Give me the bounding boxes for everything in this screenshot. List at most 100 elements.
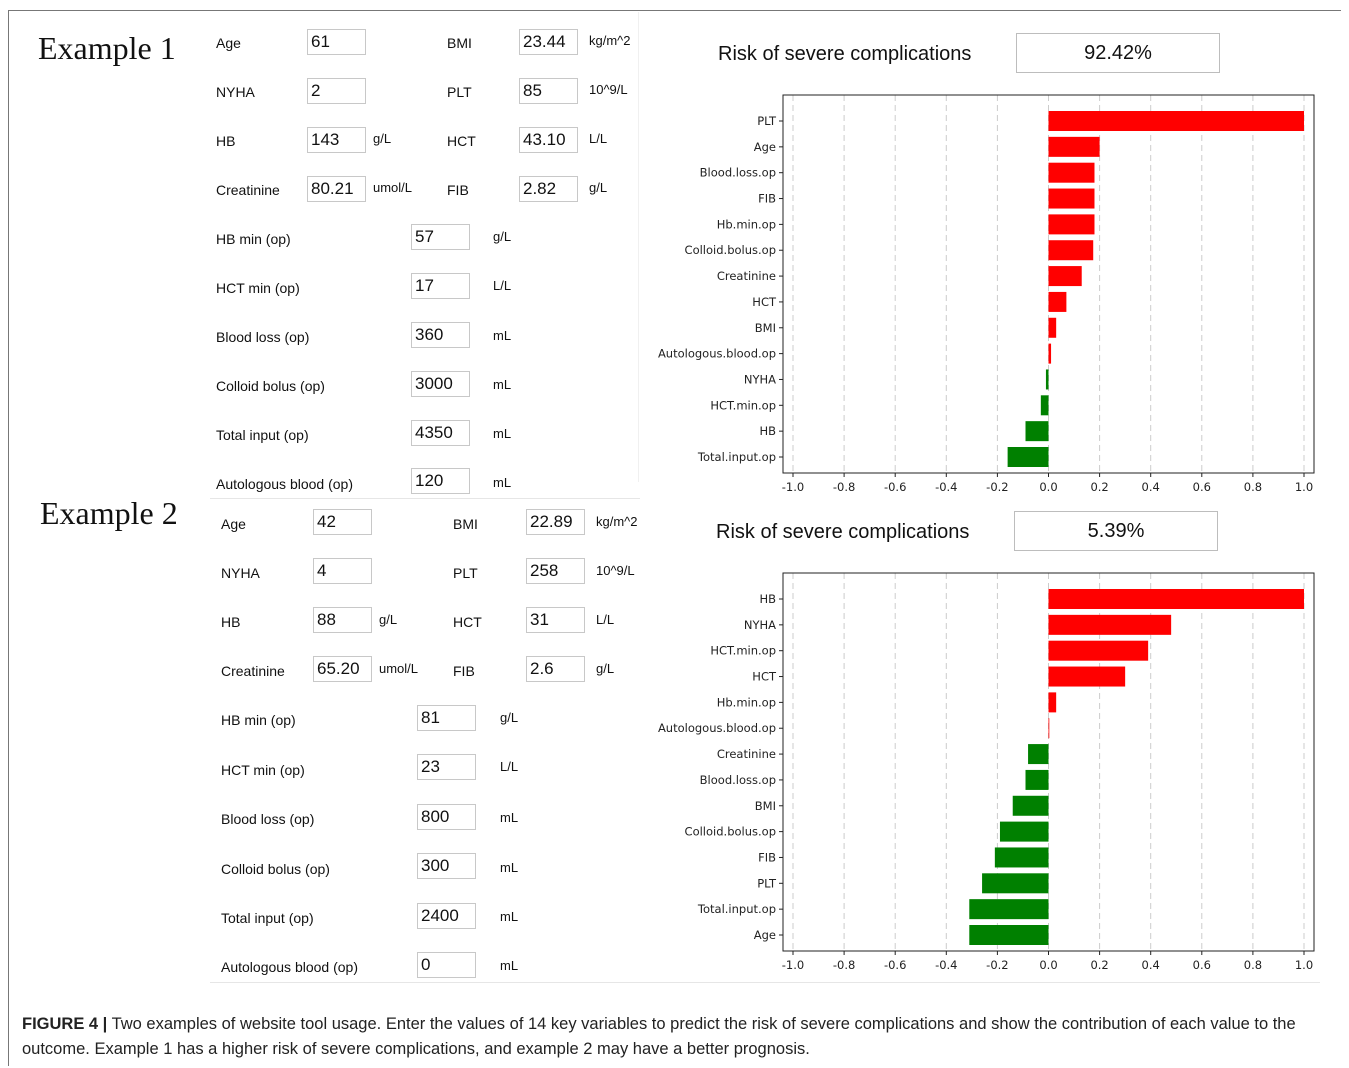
y-tick-label: HCT.min.op <box>710 644 776 658</box>
bar <box>1012 795 1049 816</box>
plt-input[interactable]: 85 <box>519 78 578 104</box>
nyha-input[interactable]: 2 <box>307 78 366 104</box>
bar <box>1048 291 1067 312</box>
figure-label: FIGURE 4 | <box>22 1015 108 1033</box>
bar <box>1048 266 1082 287</box>
y-tick-label: Blood.loss.op <box>700 773 776 787</box>
hb-min-unit: g/L <box>493 229 512 244</box>
colloid-bolus-label: Colloid bolus (op) <box>221 861 330 877</box>
blood-loss-input[interactable]: 800 <box>417 804 476 830</box>
total-input-label: Total input (op) <box>221 910 314 926</box>
age-input[interactable]: 61 <box>307 29 366 55</box>
y-tick-label: BMI <box>755 799 776 813</box>
bmi-input[interactable]: 23.44 <box>519 29 578 55</box>
hb-min-input[interactable]: 57 <box>411 224 470 250</box>
x-tick-label: -1.0 <box>782 958 804 972</box>
x-tick-label: 0.8 <box>1244 958 1262 972</box>
y-tick-label: Colloid.bolus.op <box>685 825 776 839</box>
hct-input[interactable]: 43.10 <box>519 127 578 153</box>
y-tick-label: HCT <box>752 295 777 309</box>
plt-label: PLT <box>447 84 472 100</box>
nyha-label: NYHA <box>216 84 255 100</box>
age-label: Age <box>221 516 246 532</box>
fib-input[interactable]: 2.82 <box>519 176 578 202</box>
bar <box>1007 447 1049 467</box>
blood-loss-input[interactable]: 360 <box>411 322 470 348</box>
y-tick-label: Autologous.blood.op <box>658 347 776 361</box>
y-tick-label: FIB <box>758 192 776 206</box>
bottom-separator <box>210 982 1320 983</box>
y-tick-label: HCT.min.op <box>710 398 776 412</box>
hct-input[interactable]: 31 <box>526 607 585 633</box>
x-tick-label: 0.0 <box>1039 958 1057 972</box>
panel-divider <box>638 12 639 482</box>
example-2-title: Example 2 <box>40 495 178 531</box>
creatinine-unit: umol/L <box>379 661 419 676</box>
plt-unit: 10^9/L <box>596 563 635 578</box>
bar <box>1048 162 1095 183</box>
colloid-bolus-label: Colloid bolus (op) <box>216 378 325 394</box>
y-tick-label: Creatinine <box>717 269 776 283</box>
bar <box>999 821 1049 842</box>
y-tick-label: Age <box>754 140 776 154</box>
y-tick-label: Age <box>754 928 776 942</box>
hct-min-input[interactable]: 17 <box>411 273 470 299</box>
nyha-input[interactable]: 4 <box>313 558 372 584</box>
total-input-input[interactable]: 2400 <box>417 903 476 929</box>
total-input-input[interactable]: 4350 <box>411 420 470 446</box>
creatinine-unit: umol/L <box>373 180 413 195</box>
y-tick-label: Total.input.op <box>697 902 776 916</box>
fib-input[interactable]: 2.6 <box>526 656 585 682</box>
y-tick-label: FIB <box>758 850 776 864</box>
x-tick-label: -0.6 <box>884 480 906 494</box>
bar <box>1028 744 1049 765</box>
total-input-unit: mL <box>500 909 519 924</box>
colloid-bolus-input[interactable]: 3000 <box>411 371 470 397</box>
bmi-input[interactable]: 22.89 <box>526 509 585 535</box>
bmi-unit: kg/m^2 <box>589 33 631 48</box>
bar <box>994 847 1049 868</box>
total-input-unit: mL <box>493 426 512 441</box>
y-tick-label: HB <box>759 424 776 438</box>
y-tick-label: HB <box>759 592 776 606</box>
x-tick-label: -0.8 <box>833 480 855 494</box>
hct-min-input[interactable]: 23 <box>417 754 476 780</box>
risk-label: Risk of severe complications <box>718 43 972 65</box>
autologous-blood-label: Autologous blood (op) <box>221 959 358 975</box>
y-tick-label: PLT <box>757 876 777 890</box>
caption-text: Two examples of website tool usage. Ente… <box>22 1015 1296 1058</box>
y-tick-label: Autologous.blood.op <box>658 721 776 735</box>
creatinine-label: Creatinine <box>221 663 285 679</box>
colloid-bolus-unit: mL <box>493 377 512 392</box>
autologous-blood-input[interactable]: 0 <box>417 952 476 978</box>
bar <box>1048 718 1050 739</box>
autologous-blood-unit: mL <box>493 475 512 490</box>
y-tick-label: BMI <box>755 321 776 335</box>
plt-input[interactable]: 258 <box>526 558 585 584</box>
hb-input[interactable]: 143 <box>307 127 366 153</box>
colloid-bolus-input[interactable]: 300 <box>417 853 476 879</box>
x-tick-label: 0.8 <box>1244 480 1262 494</box>
x-tick-label: 1.0 <box>1295 958 1313 972</box>
age-input[interactable]: 42 <box>313 509 372 535</box>
y-tick-label: Hb.min.op <box>717 217 776 231</box>
fib-label: FIB <box>447 182 469 198</box>
creatinine-input[interactable]: 65.20 <box>313 656 372 682</box>
hb-input[interactable]: 88 <box>313 607 372 633</box>
y-tick-label: Hb.min.op <box>717 695 776 709</box>
hct-label: HCT <box>453 614 482 630</box>
x-tick-label: 1.0 <box>1295 480 1313 494</box>
hb-min-input[interactable]: 81 <box>417 705 476 731</box>
hct-min-unit: L/L <box>500 759 519 774</box>
x-tick-label: 0.6 <box>1193 958 1211 972</box>
blood-loss-unit: mL <box>500 810 519 825</box>
autologous-blood-unit: mL <box>500 958 519 973</box>
autologous-blood-input[interactable]: 120 <box>411 468 470 494</box>
bar <box>1048 692 1057 713</box>
risk-value: 92.42% <box>1016 33 1220 73</box>
bar <box>1048 136 1100 157</box>
bar <box>1048 111 1304 131</box>
x-tick-label: 0.2 <box>1090 958 1108 972</box>
hct-label: HCT <box>447 133 476 149</box>
creatinine-input[interactable]: 80.21 <box>307 176 366 202</box>
